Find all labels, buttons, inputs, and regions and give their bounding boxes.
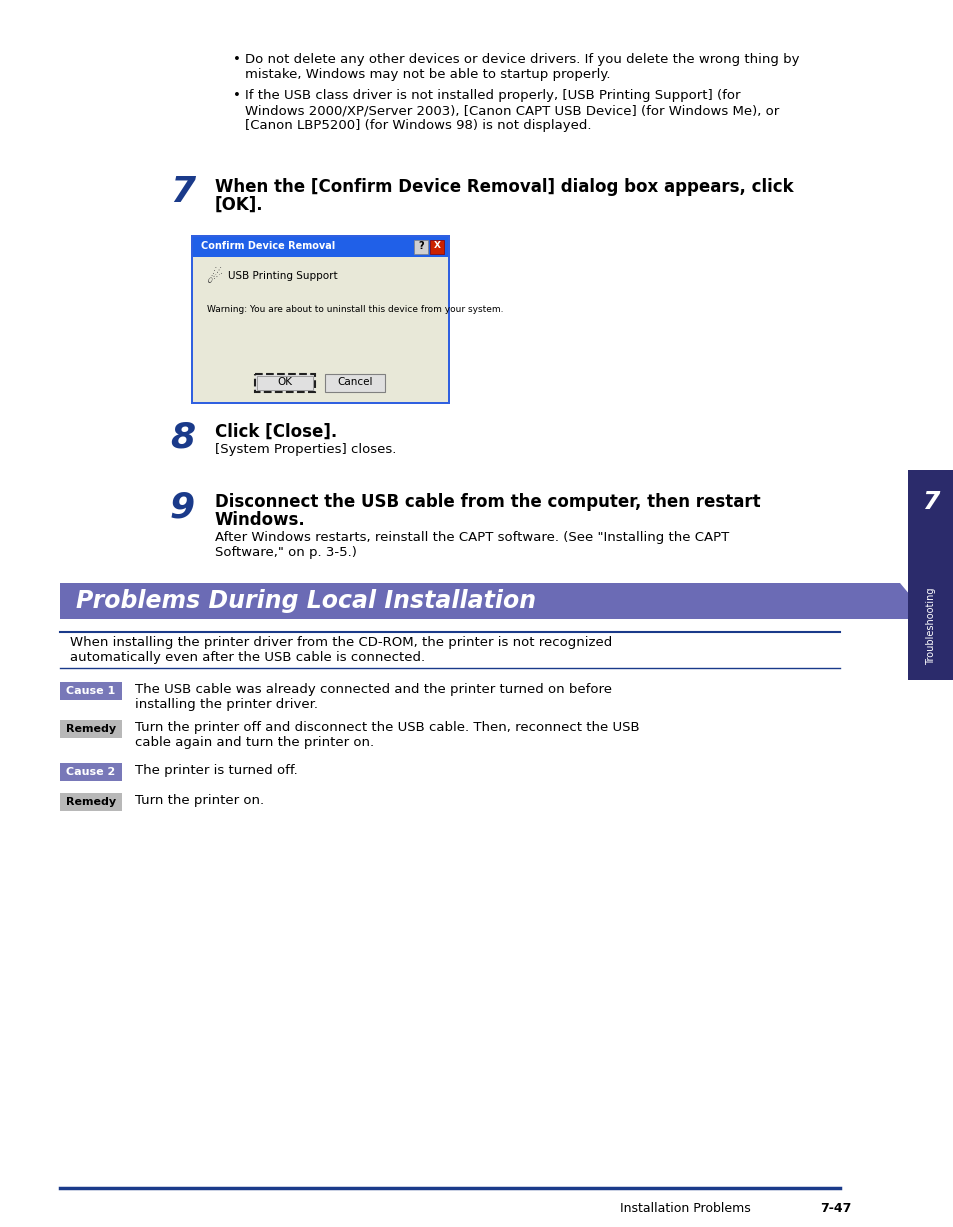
Text: [Canon LBP5200] (for Windows 98) is not displayed.: [Canon LBP5200] (for Windows 98) is not … — [245, 119, 591, 133]
Text: 7-47: 7-47 — [820, 1202, 850, 1215]
Text: Disconnect the USB cable from the computer, then restart: Disconnect the USB cable from the comput… — [214, 493, 760, 510]
Bar — [193, 256, 448, 402]
Text: Cause 2: Cause 2 — [67, 767, 115, 777]
Text: The USB cable was already connected and the printer turned on before: The USB cable was already connected and … — [135, 683, 612, 696]
Bar — [193, 237, 448, 256]
Text: ☄: ☄ — [207, 269, 223, 287]
Text: 7: 7 — [922, 490, 939, 514]
Text: 8: 8 — [170, 420, 195, 454]
Bar — [430, 240, 443, 254]
Text: cable again and turn the printer on.: cable again and turn the printer on. — [135, 736, 374, 748]
Text: Windows 2000/XP/Server 2003), [Canon CAPT USB Device] (for Windows Me), or: Windows 2000/XP/Server 2003), [Canon CAP… — [245, 104, 779, 117]
Text: •: • — [233, 53, 240, 66]
Text: Do not delete any other devices or device drivers. If you delete the wrong thing: Do not delete any other devices or devic… — [245, 53, 799, 66]
Bar — [60, 763, 122, 782]
Text: Remedy: Remedy — [66, 798, 116, 807]
Text: Turn the printer on.: Turn the printer on. — [135, 794, 264, 807]
Text: Troubleshooting: Troubleshooting — [925, 588, 935, 665]
Text: Warning: You are about to uninstall this device from your system.: Warning: You are about to uninstall this… — [207, 306, 503, 314]
Text: Software," on p. 3-5.): Software," on p. 3-5.) — [214, 546, 356, 560]
Text: The printer is turned off.: The printer is turned off. — [135, 764, 297, 777]
Text: Remedy: Remedy — [66, 724, 116, 734]
Bar — [60, 720, 122, 737]
Text: installing the printer driver.: installing the printer driver. — [135, 698, 317, 710]
Text: Cause 1: Cause 1 — [67, 686, 115, 696]
Text: OK: OK — [277, 377, 293, 387]
Bar — [191, 236, 450, 404]
Text: Confirm Device Removal: Confirm Device Removal — [201, 240, 335, 252]
Text: Problems During Local Installation: Problems During Local Installation — [76, 589, 536, 614]
Bar — [325, 374, 385, 391]
Text: Turn the printer off and disconnect the USB cable. Then, reconnect the USB: Turn the printer off and disconnect the … — [135, 721, 639, 734]
Text: USB Printing Support: USB Printing Support — [228, 271, 337, 281]
Bar — [414, 240, 428, 254]
Text: 9: 9 — [170, 490, 195, 524]
Text: When installing the printer driver from the CD-ROM, the printer is not recognize: When installing the printer driver from … — [70, 636, 612, 649]
Bar — [60, 793, 122, 811]
Text: After Windows restarts, reinstall the CAPT software. (See "Installing the CAPT: After Windows restarts, reinstall the CA… — [214, 531, 728, 545]
Polygon shape — [60, 583, 929, 618]
Text: automatically even after the USB cable is connected.: automatically even after the USB cable i… — [70, 652, 425, 664]
Text: Cancel: Cancel — [337, 377, 373, 387]
Text: 7: 7 — [170, 175, 195, 209]
Text: Windows.: Windows. — [214, 510, 305, 529]
Bar — [254, 374, 314, 391]
Text: mistake, Windows may not be able to startup properly.: mistake, Windows may not be able to star… — [245, 67, 610, 81]
Text: If the USB class driver is not installed properly, [USB Printing Support] (for: If the USB class driver is not installed… — [245, 90, 740, 102]
Text: [System Properties] closes.: [System Properties] closes. — [214, 443, 395, 456]
Text: Click [Close].: Click [Close]. — [214, 423, 337, 440]
Text: When the [Confirm Device Removal] dialog box appears, click: When the [Confirm Device Removal] dialog… — [214, 178, 793, 196]
Text: [OK].: [OK]. — [214, 196, 263, 213]
Bar — [60, 682, 122, 699]
Text: Installation Problems: Installation Problems — [619, 1202, 750, 1215]
Text: •: • — [233, 90, 240, 102]
Text: ?: ? — [417, 240, 423, 252]
Bar — [256, 375, 313, 390]
Text: X: X — [433, 240, 440, 250]
Bar — [907, 470, 953, 680]
